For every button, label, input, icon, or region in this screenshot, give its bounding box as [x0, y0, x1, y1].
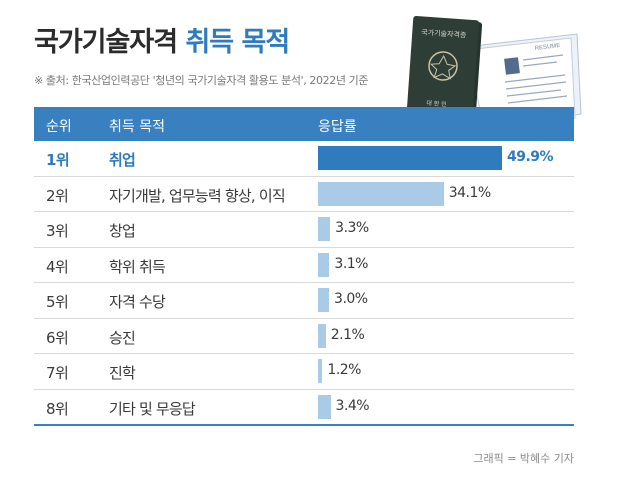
rank-label: 7위	[46, 364, 69, 382]
page-title: 국가기술자격 취득 목적	[34, 26, 290, 60]
response-bar	[318, 146, 502, 170]
purpose-label: 취업	[109, 151, 136, 169]
graphic-credit: 그래픽 = 박혜수 기자	[473, 452, 574, 465]
rank-label: 5위	[46, 293, 69, 311]
header-rank: 순위	[46, 119, 72, 135]
table-row: 6위 승진 2.1%	[34, 319, 574, 354]
table-header: 순위 취득 목적 응답률	[34, 107, 574, 141]
response-bar	[318, 288, 330, 312]
source-note: ※ 출처: 한국산업인력공단 '청년의 국가기술자격 활용도 분석', 2022…	[34, 74, 369, 87]
value-label: 2.1%	[330, 326, 365, 343]
value-label: 3.1%	[334, 255, 368, 272]
value-label: 49.9%	[507, 149, 554, 165]
purpose-label: 자격 수당	[109, 293, 166, 311]
response-bar	[318, 359, 323, 383]
table-row: 1위 취업 49.9%	[34, 141, 574, 177]
passport-label: 국가기술자격증	[421, 27, 467, 39]
purpose-label: 자기개발, 업무능력 향상, 이직	[109, 186, 286, 205]
table-row: 2위 자기개발, 업무능력 향상, 이직 34.1%	[34, 177, 574, 212]
purpose-label: 진학	[109, 364, 136, 382]
rank-label: 6위	[46, 328, 69, 347]
response-bar	[318, 252, 330, 277]
purpose-label: 승진	[109, 328, 136, 347]
value-label: 3.4%	[335, 397, 370, 414]
rank-label: 2위	[46, 186, 69, 205]
response-bar	[318, 323, 326, 348]
rank-label: 1위	[46, 151, 70, 169]
passport-footer: 대 한 민	[426, 99, 447, 108]
rank-label: 8위	[46, 399, 69, 418]
response-bar	[318, 394, 331, 419]
rank-label: 4위	[46, 257, 69, 276]
title-main: 국가기술자격	[34, 27, 178, 58]
table-row: 4위 학위 취득 3.1%	[34, 248, 574, 283]
purpose-label: 기타 및 무응답	[109, 399, 196, 418]
resume-label: RESUME	[535, 43, 561, 52]
table-row: 3위 창업 3.3%	[34, 212, 574, 248]
response-bar	[318, 217, 331, 241]
value-label: 3.0%	[334, 291, 368, 307]
value-label: 34.1%	[448, 184, 491, 201]
purpose-label: 창업	[109, 222, 136, 240]
table-row: 8위 기타 및 무응답 3.4%	[34, 390, 574, 426]
passport-icon: 국가기술자격증 대 한 민	[406, 16, 483, 118]
response-bar	[318, 181, 444, 206]
table-row: 7위 진학 1.2%	[34, 354, 574, 390]
rank-label: 3위	[46, 222, 69, 240]
header-response: 응답률	[318, 119, 357, 135]
value-label: 1.2%	[327, 362, 361, 378]
purpose-label: 학위 취득	[109, 257, 166, 276]
value-label: 3.3%	[335, 220, 369, 236]
table-row: 5위 자격 수당 3.0%	[34, 283, 574, 319]
header-purpose: 취득 목적	[109, 119, 165, 135]
purpose-table: 순위 취득 목적 응답률 1위 취업 49.9% 2위 자기개발, 업무능력 향상, 이…	[34, 107, 574, 426]
title-accent: 취득 목적	[185, 27, 290, 58]
table-body: 1위 취업 49.9% 2위 자기개발, 업무능력 향상, 이직 34.1% 3위 창업 3.3…	[34, 141, 574, 426]
